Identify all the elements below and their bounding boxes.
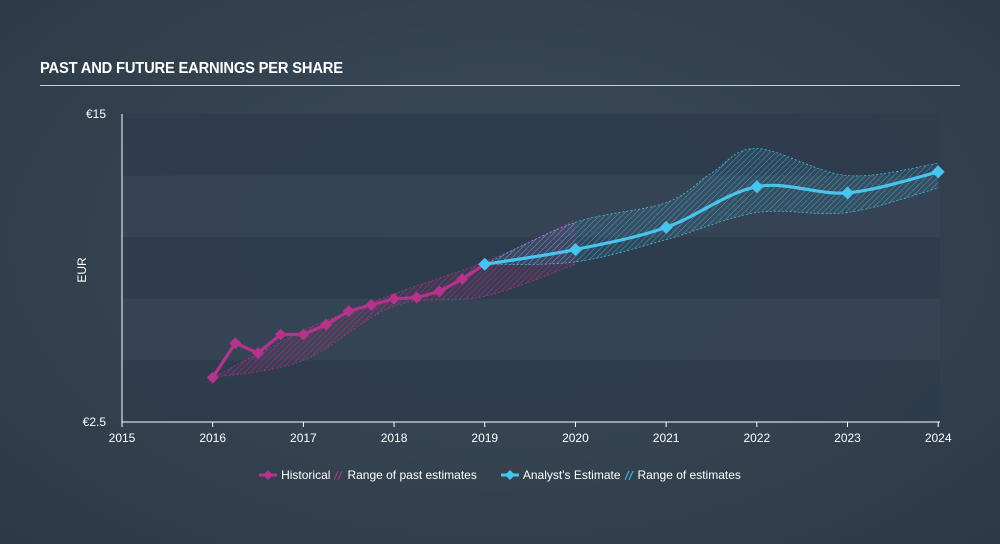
band-3 xyxy=(122,298,940,361)
title-divider xyxy=(40,85,960,86)
y-tick-label-0: €15 xyxy=(86,107,106,121)
legend: Historical Range of past estimates Analy… xyxy=(0,468,1000,482)
legend-item-estimate-range[interactable]: Range of estimates xyxy=(624,468,741,482)
x-tick-label-2021: 2021 xyxy=(653,431,680,445)
past-range-hatch-icon xyxy=(334,470,343,480)
series-markers xyxy=(206,165,945,384)
x-tick-label-2023: 2023 xyxy=(834,431,861,445)
x-tick-label-2017: 2017 xyxy=(290,431,317,445)
x-tick-label-2022: 2022 xyxy=(743,431,770,445)
historical-point-8 xyxy=(388,292,401,305)
analyst-estimate-point-4 xyxy=(840,186,855,200)
historical-point-7 xyxy=(365,299,378,311)
legend-label-historical: Historical xyxy=(281,468,331,482)
x-tick-label-2024: 2024 xyxy=(925,431,952,445)
background-bands xyxy=(122,114,940,422)
historical-point-4 xyxy=(297,328,310,341)
y-tick-label-1: €2.5 xyxy=(83,415,107,429)
estimate-line-icon xyxy=(500,470,519,480)
historical-point-3 xyxy=(274,328,287,341)
x-tick-label-2018: 2018 xyxy=(381,431,408,445)
legend-label-past-range: Range of past estimates xyxy=(347,468,477,482)
chart-title: PAST AND FUTURE EARNINGS PER SHARE xyxy=(40,60,343,77)
analyst-estimate-point-5 xyxy=(931,165,945,179)
x-tick-label-2015: 2015 xyxy=(109,431,136,445)
historical-point-11 xyxy=(456,273,469,286)
legend-label-analyst-estimate: Analyst's Estimate xyxy=(522,468,621,482)
legend-item-past-range[interactable]: Range of past estimates xyxy=(334,468,477,482)
x-tick-label-2020: 2020 xyxy=(562,431,589,445)
legend-label-estimate-range: Range of estimates xyxy=(637,468,741,482)
analyst-estimate-line xyxy=(483,170,940,266)
future-range-lower-edge xyxy=(484,187,939,265)
band-0 xyxy=(122,114,940,176)
x-tick-label-2016: 2016 xyxy=(199,431,226,445)
historical-point-10 xyxy=(433,285,446,298)
historical-line-icon xyxy=(259,470,278,480)
historical-point-9 xyxy=(410,291,423,304)
legend-item-analyst-estimate[interactable]: Analyst's Estimate xyxy=(500,468,621,482)
analyst-estimate-point-1 xyxy=(568,243,582,257)
historical-point-6 xyxy=(342,305,355,318)
y-axis-label: EUR xyxy=(75,257,89,283)
analyst-estimate-point-0 xyxy=(478,257,492,271)
legend-item-historical[interactable]: Historical xyxy=(259,468,330,482)
analyst-estimate-point-2 xyxy=(659,220,673,234)
historical-point-5 xyxy=(320,318,332,331)
x-tick-label-2019: 2019 xyxy=(471,431,498,445)
estimate-range-hatch-icon xyxy=(624,470,633,480)
